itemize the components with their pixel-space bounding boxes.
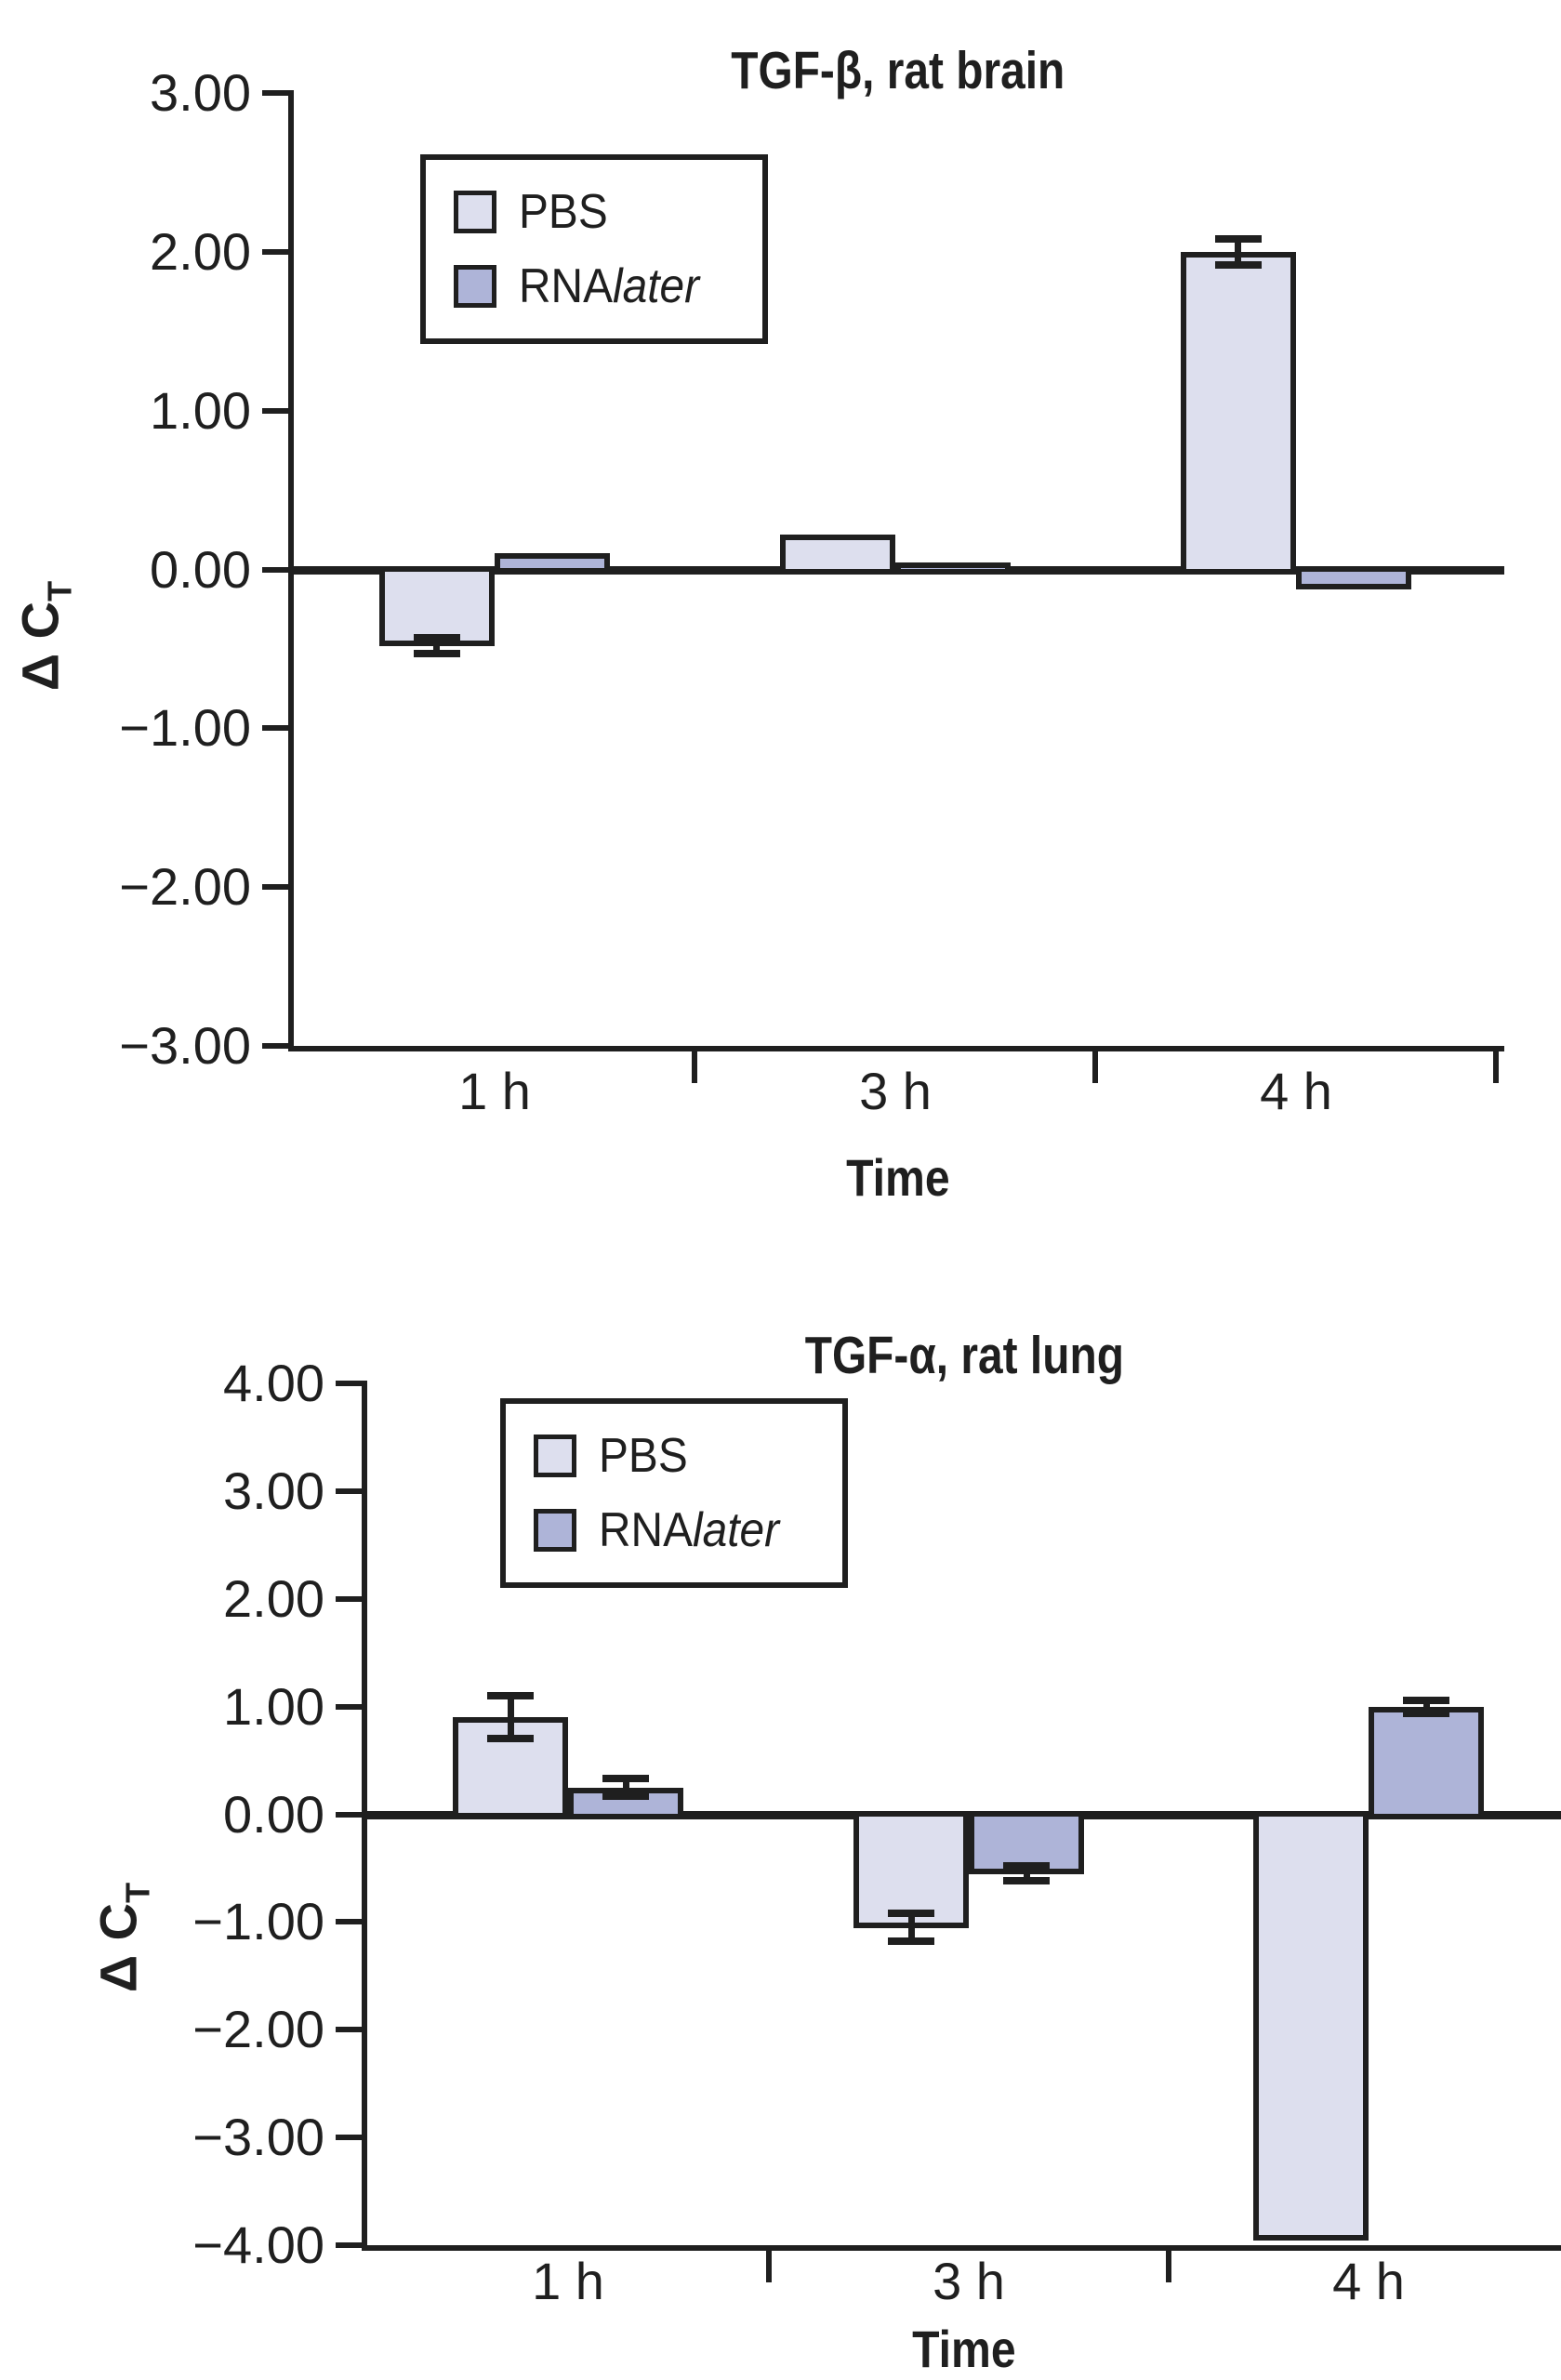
error-bar-line bbox=[1024, 1866, 1030, 1881]
legend-swatch-rnalater bbox=[454, 265, 496, 308]
x-category-label: 1 h bbox=[532, 2252, 604, 2310]
error-bar-cap-top bbox=[602, 1775, 649, 1782]
y-tick-label: −1.00 bbox=[119, 698, 251, 757]
error-bar-cap-bottom bbox=[602, 1792, 649, 1800]
y-tick-label: 1.00 bbox=[223, 1677, 324, 1736]
error-bar-line bbox=[623, 1778, 629, 1796]
error-bar-cap-top bbox=[888, 1910, 934, 1917]
y-tick-label: 0.00 bbox=[223, 1785, 324, 1844]
legend-label: PBS bbox=[599, 1429, 688, 1483]
error-bar-line bbox=[1235, 239, 1241, 264]
y-tick-label: −2.00 bbox=[192, 2000, 324, 2058]
y-tick-label: 2.00 bbox=[150, 222, 251, 281]
y-tick bbox=[336, 1704, 367, 1710]
y-tick-label: −2.00 bbox=[119, 857, 251, 916]
y-tick-label: 4.00 bbox=[223, 1354, 324, 1412]
bar-pbs-4h bbox=[1253, 1811, 1369, 2241]
y-tick bbox=[262, 567, 294, 573]
legend-label: RNAlater bbox=[599, 1503, 780, 1557]
error-bar-line bbox=[1423, 1700, 1430, 1713]
y-tick bbox=[262, 249, 294, 255]
legend: PBS RNAlater bbox=[500, 1398, 848, 1588]
error-bar-cap-top bbox=[414, 634, 460, 641]
x-axis-title: Time bbox=[845, 1148, 950, 1207]
y-tick-label: −3.00 bbox=[192, 2108, 324, 2166]
x-category-label: 4 h bbox=[1260, 1062, 1332, 1120]
error-bar-line bbox=[908, 1913, 915, 1941]
y-tick-label: 1.00 bbox=[150, 381, 251, 440]
x-tick bbox=[1166, 2251, 1171, 2282]
y-tick bbox=[336, 1919, 367, 1924]
y-tick bbox=[262, 884, 294, 890]
x-category-label: 1 h bbox=[458, 1062, 531, 1120]
y-tick-label: 0.00 bbox=[150, 540, 251, 599]
x-tick bbox=[692, 1051, 697, 1083]
x-tick bbox=[766, 2251, 772, 2282]
error-bar-cap-bottom bbox=[487, 1735, 534, 1742]
bar-pbs-4h bbox=[1181, 252, 1296, 575]
error-bar-cap-top bbox=[1215, 235, 1262, 243]
y-tick bbox=[262, 725, 294, 731]
x-category-label: 4 h bbox=[1332, 2252, 1405, 2310]
y-axis-title-text: Δ C bbox=[10, 601, 70, 692]
error-bar-line bbox=[433, 638, 440, 654]
legend-item: PBS bbox=[454, 188, 762, 236]
x-axis-line bbox=[288, 1046, 1504, 1051]
error-bar-cap-top bbox=[487, 1692, 534, 1699]
bar-rnalater-4h bbox=[1369, 1707, 1484, 1819]
y-tick bbox=[336, 1381, 367, 1386]
x-category-label: 3 h bbox=[933, 2252, 1005, 2310]
y-tick-label: −3.00 bbox=[119, 1016, 251, 1075]
y-tick-label: 3.00 bbox=[150, 63, 251, 122]
y-tick bbox=[336, 2135, 367, 2140]
y-axis-title: Δ CT bbox=[10, 581, 80, 691]
x-category-label: 3 h bbox=[859, 1062, 932, 1120]
y-tick-label: −1.00 bbox=[192, 1892, 324, 1950]
y-tick bbox=[336, 2027, 367, 2032]
error-bar-line bbox=[508, 1696, 514, 1739]
y-tick bbox=[336, 2242, 367, 2248]
chart-title: TGF-α, rat lung bbox=[804, 1326, 1124, 1386]
error-bar-cap-bottom bbox=[1403, 1710, 1449, 1717]
error-bar-cap-top bbox=[1003, 1862, 1050, 1870]
bar-rnalater-3h bbox=[895, 562, 1011, 575]
legend-item: RNAlater bbox=[454, 262, 762, 311]
bar-rnalater-1h bbox=[495, 553, 610, 574]
legend-item: RNAlater bbox=[534, 1506, 842, 1554]
chart-title: TGF-β, rat brain bbox=[730, 41, 1065, 101]
x-tick bbox=[1092, 1051, 1098, 1083]
bar-rnalater-4h bbox=[1296, 566, 1411, 589]
error-bar-cap-bottom bbox=[1003, 1877, 1050, 1884]
y-tick bbox=[262, 408, 294, 414]
legend-swatch-pbs bbox=[534, 1435, 576, 1477]
error-bar-cap-bottom bbox=[1215, 261, 1262, 269]
y-tick bbox=[336, 1812, 367, 1818]
x-tick bbox=[1493, 1051, 1499, 1083]
bar-pbs-3h bbox=[780, 535, 895, 575]
legend-item: PBS bbox=[534, 1432, 842, 1480]
y-tick-label: 3.00 bbox=[223, 1461, 324, 1520]
legend-swatch-rnalater bbox=[534, 1509, 576, 1552]
error-bar-cap-bottom bbox=[414, 650, 460, 657]
legend-label: RNAlater bbox=[519, 259, 700, 313]
y-tick-label: 2.00 bbox=[223, 1569, 324, 1628]
y-tick-label: −4.00 bbox=[192, 2215, 324, 2274]
y-tick bbox=[336, 1488, 367, 1494]
x-axis-title: Time bbox=[912, 2320, 1016, 2378]
legend: PBS RNAlater bbox=[420, 154, 768, 344]
x-axis-line bbox=[362, 2245, 1561, 2251]
y-tick bbox=[336, 1596, 367, 1602]
legend-label: PBS bbox=[519, 185, 608, 239]
error-bar-cap-top bbox=[1403, 1697, 1449, 1704]
error-bar-cap-bottom bbox=[888, 1937, 934, 1945]
y-tick bbox=[262, 90, 294, 96]
legend-swatch-pbs bbox=[454, 191, 496, 233]
y-tick bbox=[262, 1043, 294, 1049]
